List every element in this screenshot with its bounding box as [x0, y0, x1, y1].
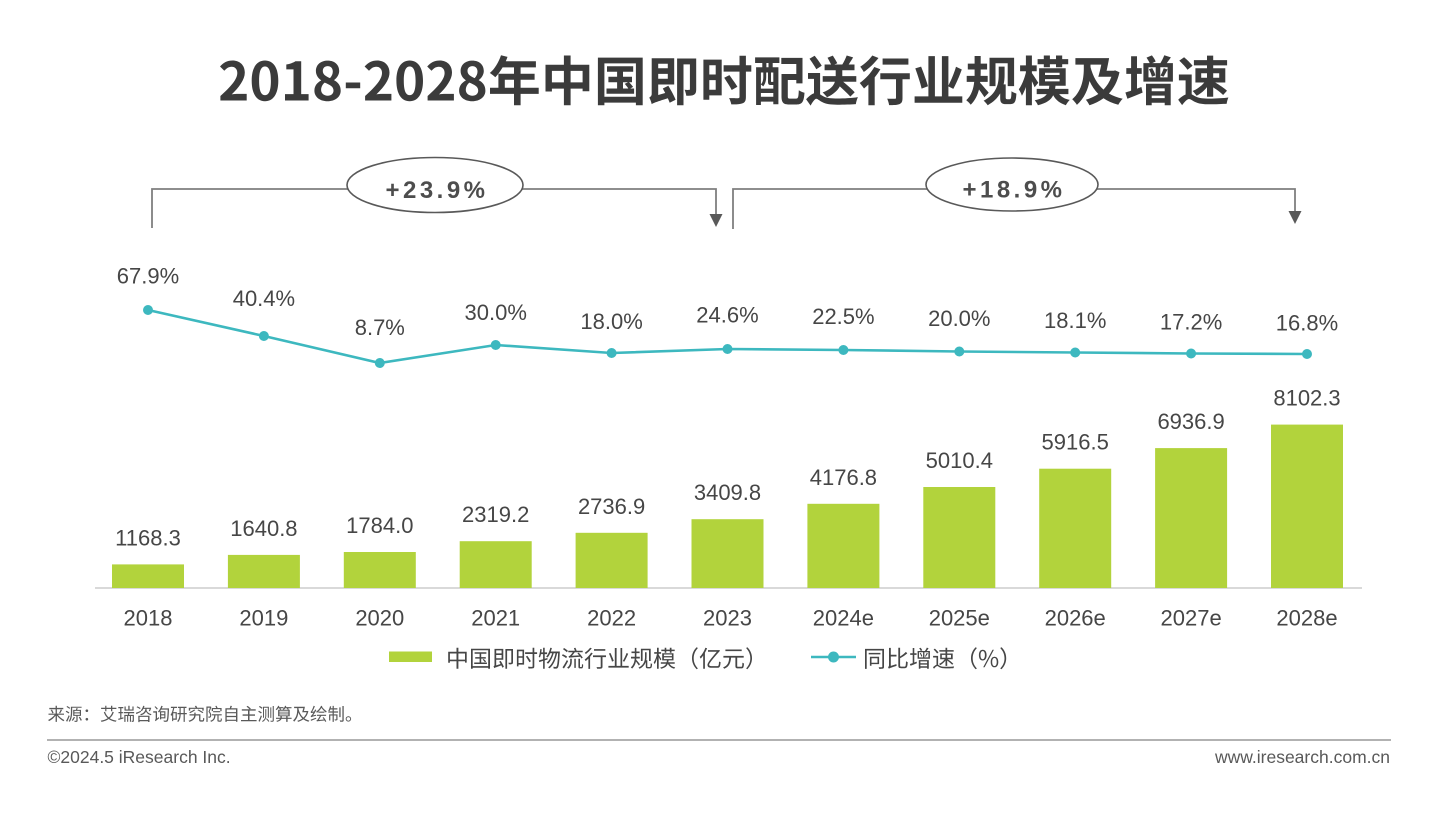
svg-text:2020: 2020	[355, 605, 404, 630]
svg-text:20.0%: 20.0%	[928, 306, 990, 331]
svg-text:2736.9: 2736.9	[578, 494, 645, 519]
svg-text:3409.8: 3409.8	[694, 480, 761, 505]
svg-text:+23.9%: +23.9%	[385, 177, 488, 204]
svg-text:2027e: 2027e	[1161, 605, 1222, 630]
svg-text:2019: 2019	[239, 605, 288, 630]
svg-text:©2024.5 iResearch Inc.: ©2024.5 iResearch Inc.	[48, 747, 231, 767]
svg-text:6936.9: 6936.9	[1157, 409, 1224, 434]
svg-text:4176.8: 4176.8	[810, 465, 877, 490]
svg-text:8102.3: 8102.3	[1273, 386, 1340, 411]
svg-text:2023: 2023	[703, 605, 752, 630]
svg-text:17.2%: 17.2%	[1160, 309, 1222, 334]
svg-text:18.1%: 18.1%	[1044, 308, 1106, 333]
svg-text:2319.2: 2319.2	[462, 502, 529, 527]
svg-text:5010.4: 5010.4	[926, 448, 993, 473]
svg-text:2026e: 2026e	[1045, 605, 1106, 630]
svg-text:www.iresearch.com.cn: www.iresearch.com.cn	[1214, 747, 1390, 767]
svg-text:1784.0: 1784.0	[346, 513, 413, 538]
svg-text:24.6%: 24.6%	[696, 302, 758, 327]
svg-text:+18.9%: +18.9%	[962, 177, 1065, 204]
svg-text:2024e: 2024e	[813, 605, 874, 630]
svg-text:8.7%: 8.7%	[355, 315, 405, 340]
svg-text:2018: 2018	[124, 605, 173, 630]
svg-text:2021: 2021	[471, 605, 520, 630]
svg-text:18.0%: 18.0%	[580, 309, 642, 334]
svg-text:1640.8: 1640.8	[230, 516, 297, 541]
svg-text:1168.3: 1168.3	[115, 525, 181, 550]
svg-text:2028e: 2028e	[1276, 605, 1337, 630]
svg-text:2025e: 2025e	[929, 605, 990, 630]
svg-text:16.8%: 16.8%	[1276, 310, 1338, 335]
svg-text:30.0%: 30.0%	[465, 300, 527, 325]
svg-text:2022: 2022	[587, 605, 636, 630]
svg-text:67.9%: 67.9%	[117, 263, 179, 288]
svg-text:22.5%: 22.5%	[812, 304, 874, 329]
svg-text:40.4%: 40.4%	[233, 286, 295, 311]
svg-text:5916.5: 5916.5	[1042, 430, 1109, 455]
